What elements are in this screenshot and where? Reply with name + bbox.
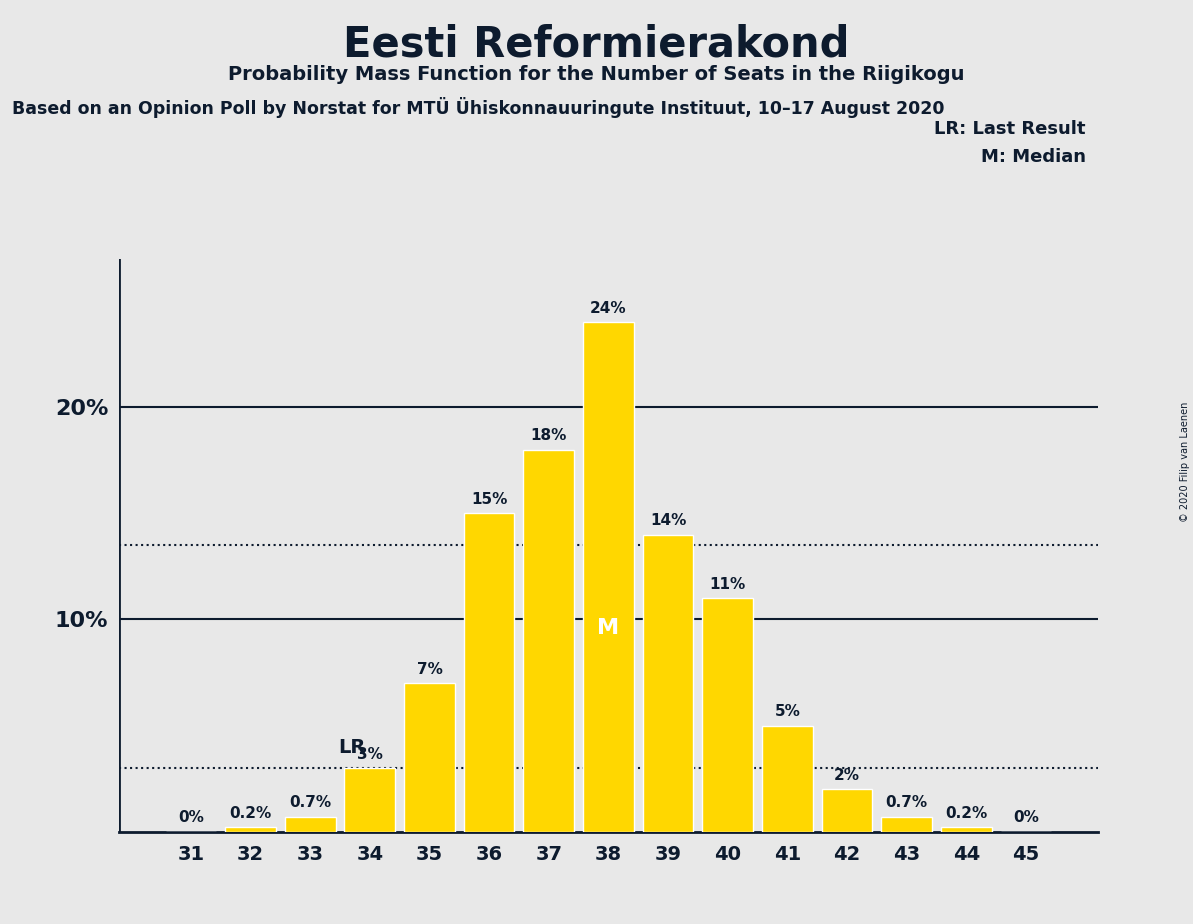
Text: LR: LR xyxy=(339,738,365,758)
Bar xyxy=(583,322,633,832)
Text: 0.2%: 0.2% xyxy=(229,806,272,821)
Text: LR: Last Result: LR: Last Result xyxy=(934,120,1086,138)
Text: Eesti Reformierakond: Eesti Reformierakond xyxy=(344,23,849,65)
Text: M: M xyxy=(598,618,619,638)
Bar xyxy=(345,768,395,832)
Text: 0%: 0% xyxy=(178,810,204,825)
Text: 0.7%: 0.7% xyxy=(289,796,332,810)
Text: 0%: 0% xyxy=(1013,810,1039,825)
Text: 0.7%: 0.7% xyxy=(885,796,928,810)
Text: © 2020 Filip van Laenen: © 2020 Filip van Laenen xyxy=(1180,402,1189,522)
Text: 11%: 11% xyxy=(710,577,746,592)
Text: 0.2%: 0.2% xyxy=(945,806,988,821)
Bar xyxy=(822,789,872,832)
Text: 7%: 7% xyxy=(416,662,443,676)
Text: 24%: 24% xyxy=(591,301,626,316)
Bar xyxy=(762,725,812,832)
Bar xyxy=(404,683,455,832)
Bar xyxy=(882,817,932,832)
Bar xyxy=(225,827,276,832)
Text: 15%: 15% xyxy=(471,492,507,507)
Text: 5%: 5% xyxy=(774,704,801,719)
Bar xyxy=(643,535,693,832)
Bar xyxy=(285,817,335,832)
Bar xyxy=(464,514,514,832)
Text: 18%: 18% xyxy=(531,429,567,444)
Text: Based on an Opinion Poll by Norstat for MTÜ Ühiskonnauuringute Instituut, 10–17 : Based on an Opinion Poll by Norstat for … xyxy=(12,97,945,118)
Text: 14%: 14% xyxy=(650,513,686,529)
Text: 2%: 2% xyxy=(834,768,860,783)
Bar xyxy=(703,598,753,832)
Text: 3%: 3% xyxy=(357,747,383,761)
Bar xyxy=(524,450,574,832)
Bar xyxy=(941,827,991,832)
Text: M: Median: M: Median xyxy=(981,148,1086,165)
Text: Probability Mass Function for the Number of Seats in the Riigikogu: Probability Mass Function for the Number… xyxy=(228,65,965,84)
